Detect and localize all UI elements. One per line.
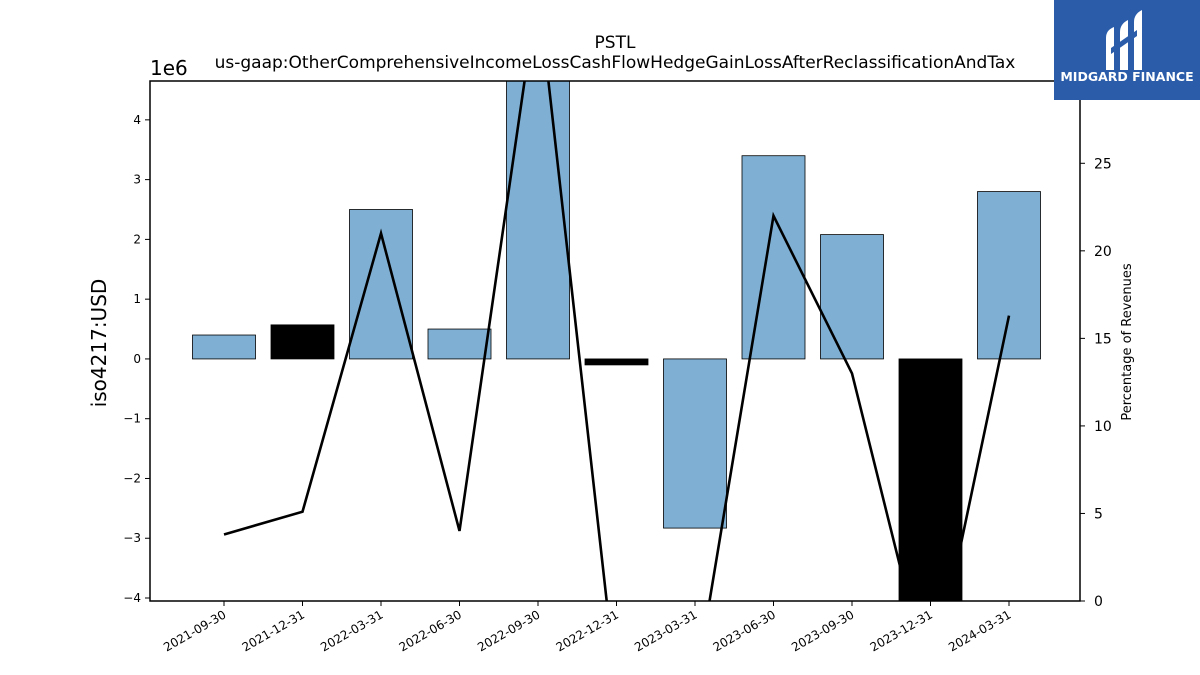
y-offset-label: 1e6 xyxy=(150,56,188,80)
x-tick-label: 2021-09-30 xyxy=(161,607,228,654)
bar-2022-09-30 xyxy=(506,81,570,360)
x-tick-label: 2023-03-31 xyxy=(632,607,699,654)
y-tick-label: −1 xyxy=(123,412,141,426)
y2-tick-label: 10 xyxy=(1094,419,1112,435)
bar-2023-09-30 xyxy=(820,234,884,360)
chart-title-line1: PSTL xyxy=(595,33,636,53)
y-axis-label: iso4217:USD xyxy=(87,279,111,408)
y2-tick-label: 15 xyxy=(1094,331,1112,347)
bar-2024-03-31 xyxy=(977,191,1041,360)
bar-2021-12-31 xyxy=(270,324,335,360)
y-tick-label: 0 xyxy=(133,352,141,366)
y2-axis-label: Percentage of Revenues xyxy=(1120,263,1135,421)
x-tick-label: 2022-09-30 xyxy=(475,607,542,654)
bar-2022-06-30 xyxy=(427,328,492,360)
bar-2023-12-31 xyxy=(898,358,963,601)
x-tick-label: 2023-09-30 xyxy=(789,607,856,654)
x-tick-label: 2022-12-31 xyxy=(554,607,621,654)
chart-title-line2: us-gaap:OtherComprehensiveIncomeLossCash… xyxy=(215,53,1016,73)
y2-tick-label: 0 xyxy=(1094,594,1103,610)
y-tick-label: −4 xyxy=(123,591,141,605)
y-tick-label: −2 xyxy=(123,471,141,485)
x-tick-label: 2024-03-31 xyxy=(946,607,1013,654)
revenue-percentage-line xyxy=(223,81,1011,601)
bar-2021-09-30 xyxy=(192,334,256,360)
x-tick-label: 2022-03-31 xyxy=(318,607,385,654)
bar-2022-12-31 xyxy=(584,358,649,366)
logo-mark-icon xyxy=(1106,10,1142,70)
logo-text: MIDGARD FINANCE xyxy=(1060,69,1193,84)
y-tick-label: 4 xyxy=(133,113,141,127)
x-tick-label: 2023-06-30 xyxy=(711,607,778,654)
y-tick-label: −3 xyxy=(123,531,141,545)
plot-frame xyxy=(149,80,1081,602)
y2-tick-label: 20 xyxy=(1094,244,1112,260)
y-tick-label: 1 xyxy=(133,292,141,306)
y2-tick-label: 5 xyxy=(1094,506,1103,522)
y2-tick-label: 25 xyxy=(1094,156,1112,172)
x-tick-label: 2022-06-30 xyxy=(397,607,464,654)
y-tick-label: 2 xyxy=(133,232,141,246)
brand-logo: MIDGARD FINANCE xyxy=(1054,0,1200,100)
bar-2023-03-31 xyxy=(663,358,727,529)
y-tick-label: 3 xyxy=(133,173,141,187)
x-tick-label: 2021-12-31 xyxy=(240,607,307,654)
x-tick-label: 2023-12-31 xyxy=(868,607,935,654)
